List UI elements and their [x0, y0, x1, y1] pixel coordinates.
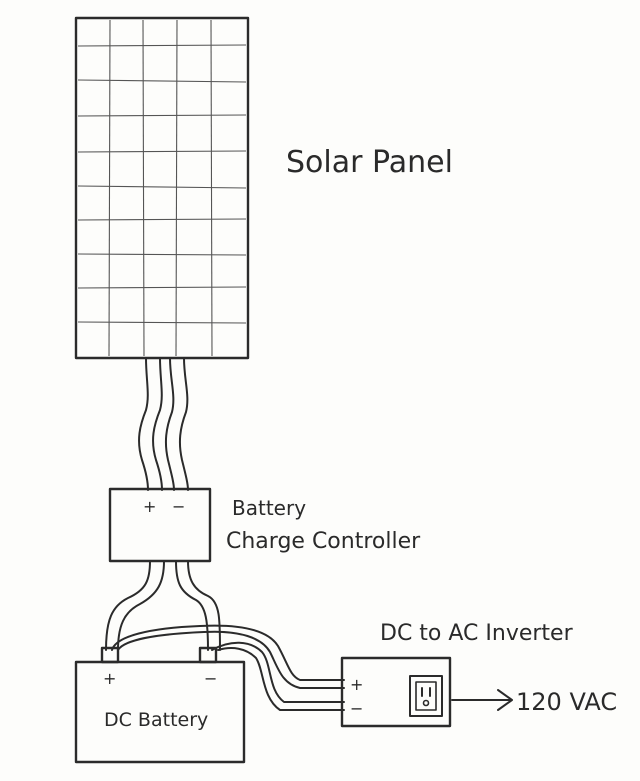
ac-outlet-icon — [409, 675, 443, 717]
charge-controller-box — [108, 487, 212, 563]
battery-to-inverter-cable — [111, 624, 345, 711]
inverter-minus-terminal: − — [350, 699, 363, 718]
output-voltage-label: 120 VAC — [516, 688, 617, 716]
battery-positive-post — [100, 646, 120, 664]
charge-controller: + − — [108, 487, 212, 563]
controller-minus-terminal: − — [172, 497, 185, 516]
solar-panel-frame — [74, 16, 250, 360]
solar-panel — [74, 16, 250, 360]
battery-plus-terminal: + — [103, 669, 116, 688]
battery-negative-post — [198, 646, 218, 664]
solar-panel-label: Solar Panel — [286, 145, 453, 180]
output-arrow-icon — [451, 689, 513, 711]
controller-label-line2: Charge Controller — [226, 529, 421, 554]
panel-to-controller-cable — [138, 357, 189, 491]
controller-label-line1: Battery — [232, 496, 306, 520]
controller-to-battery-cable — [105, 560, 221, 651]
dc-to-ac-inverter: + − — [340, 656, 452, 728]
battery-label: DC Battery — [104, 709, 208, 731]
dc-battery: + − DC Battery — [74, 646, 246, 764]
inverter-label: DC to AC Inverter — [380, 621, 574, 646]
battery-minus-terminal: − — [204, 669, 217, 688]
inverter-box — [340, 656, 452, 728]
solar-panel-grid — [77, 19, 247, 357]
inverter-plus-terminal: + — [350, 675, 363, 694]
controller-plus-terminal: + — [143, 497, 156, 516]
dc-battery-box — [74, 660, 246, 764]
